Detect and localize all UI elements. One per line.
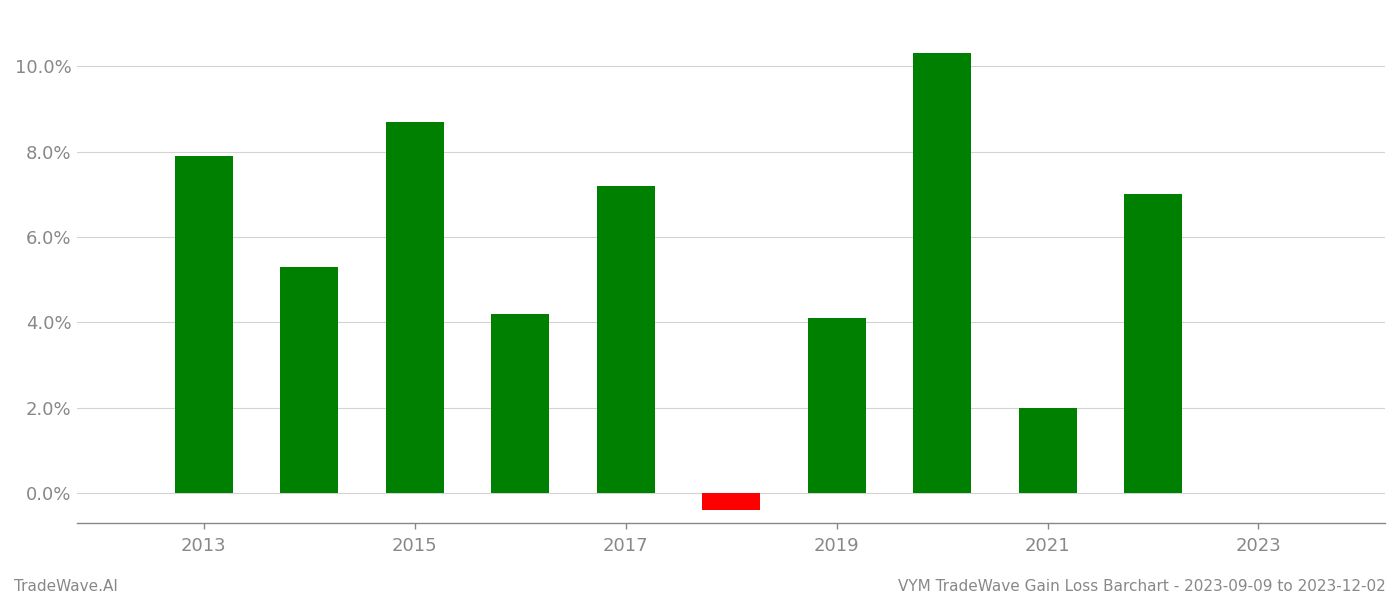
Bar (386, 122, 444, 493)
Text: VYM TradeWave Gain Loss Barchart - 2023-09-09 to 2023-12-02: VYM TradeWave Gain Loss Barchart - 2023-… (899, 579, 1386, 594)
Bar (280, 267, 339, 493)
Bar (175, 156, 232, 493)
Bar (913, 53, 972, 493)
Bar (703, 493, 760, 511)
Bar (1124, 194, 1182, 493)
Bar (1019, 408, 1077, 493)
Bar (808, 318, 865, 493)
Bar (491, 314, 549, 493)
Bar (596, 186, 655, 493)
Text: TradeWave.AI: TradeWave.AI (14, 579, 118, 594)
